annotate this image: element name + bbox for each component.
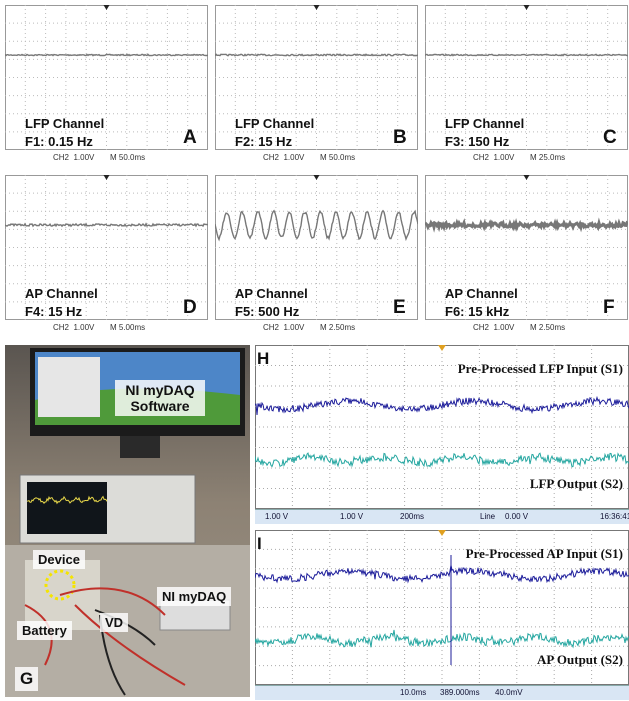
- channel-label: LFP Channel: [235, 115, 314, 133]
- setup-photo: NI myDAQ Software Device Battery VD NI myDAQ…: [5, 345, 250, 697]
- channel-scale: CH2 1.00V: [53, 153, 94, 162]
- device-label: Device: [33, 550, 85, 569]
- time-scale: M 25.0ms: [530, 153, 565, 162]
- time-scale: M 50.0ms: [110, 153, 145, 162]
- time-scale: M 50.0ms: [320, 153, 355, 162]
- channel-label: AP Channel: [235, 285, 308, 303]
- channel-label: AP Channel: [25, 285, 98, 303]
- panel-letter: D: [183, 297, 197, 319]
- software-label: NI myDAQ Software: [115, 380, 205, 416]
- status-text: Line: [480, 512, 495, 521]
- channel-scale: CH2 1.00V: [53, 323, 94, 332]
- input-label: Pre-Processed AP Input (S1): [466, 546, 623, 562]
- channel-scale: CH2 1.00V: [473, 153, 514, 162]
- status-bar: 1.00 V 1.00 V 200ms Line 0.00 V 16:36:41: [255, 509, 629, 524]
- daq-label: NI myDAQ: [157, 587, 231, 606]
- panel-letter: C: [603, 127, 617, 149]
- frequency-label: F6: 15 kHz: [445, 303, 509, 321]
- time-scale: M 2.50ms: [530, 323, 565, 332]
- panel-letter: B: [393, 127, 407, 149]
- status-text: 10.0ms: [400, 688, 426, 697]
- status-text: 389.000ms: [440, 688, 480, 697]
- time-scale: M 2.50ms: [320, 323, 355, 332]
- panel-letter: A: [183, 127, 197, 149]
- output-label: AP Output (S2): [537, 652, 623, 668]
- status-text: 200ms: [400, 512, 424, 521]
- recording-panel: H Pre-Processed LFP Input (S1) LFP Output …: [255, 345, 629, 525]
- figure: LFP ChannelF1: 0.15 HzACH2 1.00VM 50.0ms…: [0, 0, 629, 701]
- panel-letter: H: [257, 349, 269, 369]
- status-text: 0.00 V: [505, 512, 528, 521]
- software-window: [38, 357, 100, 417]
- status-text: 1.00 V: [340, 512, 363, 521]
- time-scale: M 5.00ms: [110, 323, 145, 332]
- status-text: 1.00 V: [265, 512, 288, 521]
- channel-scale: CH2 1.00V: [263, 153, 304, 162]
- channel-label: AP Channel: [445, 285, 518, 303]
- monitor-stand: [120, 436, 160, 458]
- battery-label: Battery: [17, 621, 72, 640]
- panel-letter: F: [603, 297, 615, 319]
- panel-letter: E: [393, 297, 406, 319]
- frequency-label: F2: 15 Hz: [235, 133, 292, 151]
- frequency-label: F1: 0.15 Hz: [25, 133, 93, 151]
- frequency-label: F4: 15 Hz: [25, 303, 82, 321]
- output-label: LFP Output (S2): [530, 476, 623, 492]
- status-bar: 10.0ms 389.000ms 40.0mV: [255, 685, 629, 700]
- channel-label: LFP Channel: [445, 115, 524, 133]
- channel-label: LFP Channel: [25, 115, 104, 133]
- panel-letter: I: [257, 534, 262, 554]
- waveform: [215, 54, 418, 55]
- input-label: Pre-Processed LFP Input (S1): [458, 361, 623, 377]
- recording-panel: I Pre-Processed AP Input (S1) AP Output (S…: [255, 530, 629, 701]
- panel-letter: G: [15, 667, 38, 691]
- scope-display: [27, 482, 107, 534]
- channel-scale: CH2 1.00V: [473, 323, 514, 332]
- status-text: 16:36:41: [600, 512, 629, 521]
- frequency-label: F5: 500 Hz: [235, 303, 299, 321]
- vd-label: VD: [100, 613, 128, 632]
- frequency-label: F3: 150 Hz: [445, 133, 509, 151]
- status-text: 40.0mV: [495, 688, 523, 697]
- channel-scale: CH2 1.00V: [263, 323, 304, 332]
